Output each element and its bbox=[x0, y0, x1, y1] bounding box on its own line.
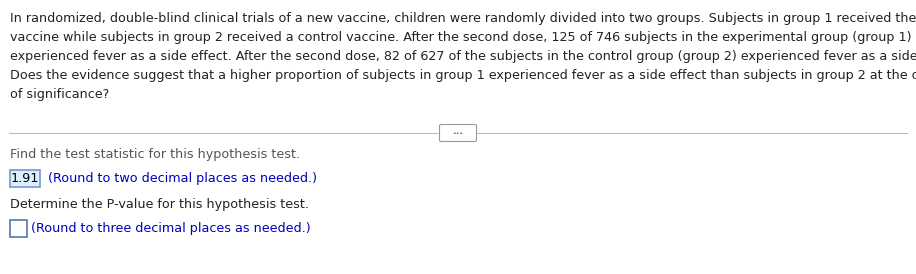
Text: 1.91: 1.91 bbox=[11, 172, 39, 185]
Text: In randomized, double-blind clinical trials of a new vaccine, children were rand: In randomized, double-blind clinical tri… bbox=[10, 12, 916, 25]
Text: vaccine while subjects in group 2 received a control vaccine. After the second d: vaccine while subjects in group 2 receiv… bbox=[10, 31, 911, 44]
FancyBboxPatch shape bbox=[440, 124, 476, 141]
Text: of significance?: of significance? bbox=[10, 88, 109, 101]
Text: Find the test statistic for this hypothesis test.: Find the test statistic for this hypothe… bbox=[10, 148, 300, 161]
Text: •••: ••• bbox=[453, 130, 463, 136]
Text: (Round to three decimal places as needed.): (Round to three decimal places as needed… bbox=[31, 222, 311, 235]
Text: (Round to two decimal places as needed.): (Round to two decimal places as needed.) bbox=[44, 172, 317, 185]
Text: Does the evidence suggest that a higher proportion of subjects in group 1 experi: Does the evidence suggest that a higher … bbox=[10, 69, 916, 82]
FancyBboxPatch shape bbox=[10, 170, 40, 187]
Text: Determine the P-value for this hypothesis test.: Determine the P-value for this hypothesi… bbox=[10, 198, 309, 211]
FancyBboxPatch shape bbox=[10, 220, 27, 237]
Text: experienced fever as a side effect. After the second dose, 82 of 627 of the subj: experienced fever as a side effect. Afte… bbox=[10, 50, 916, 63]
